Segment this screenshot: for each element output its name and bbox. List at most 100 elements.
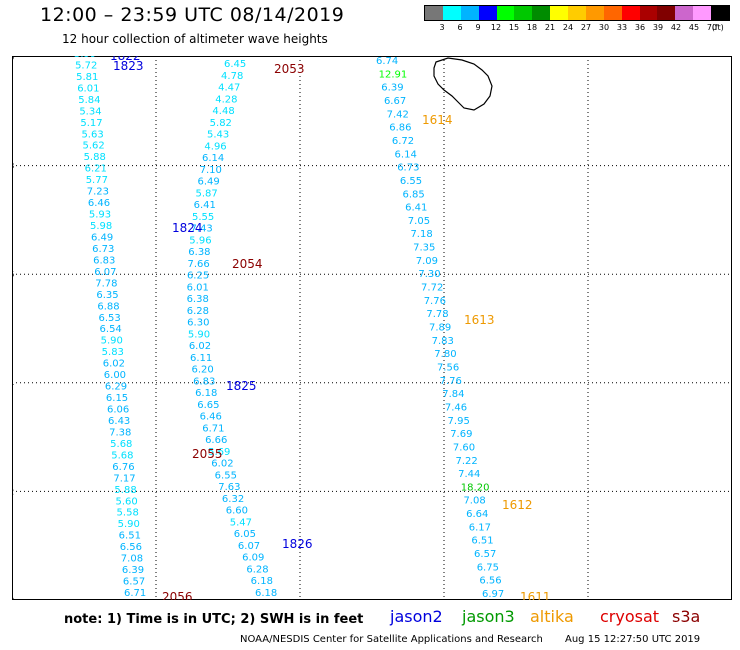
wave-height-label: 6.97 xyxy=(482,589,504,600)
orbit-label: 1611 xyxy=(520,590,551,600)
orbit-label: 1823 xyxy=(113,59,144,73)
wave-height-label: 5.88 xyxy=(84,152,106,163)
wave-height-label: 6.15 xyxy=(106,393,128,404)
wave-height-label: 6.29 xyxy=(105,382,127,393)
wave-height-label: 7.84 xyxy=(442,389,464,400)
wave-height-label: 6.65 xyxy=(197,400,219,411)
wave-height-label: 7.63 xyxy=(218,482,240,493)
wave-height-label: 6.38 xyxy=(187,294,209,305)
wave-height-label: 7.83 xyxy=(432,336,454,347)
orbit-label: 2053 xyxy=(274,62,305,76)
wave-height-label: 5.34 xyxy=(79,106,101,117)
wave-height-label: 7.72 xyxy=(421,283,443,294)
wave-height-label: 5.58 xyxy=(117,508,139,519)
wave-height-label: 6.73 xyxy=(397,163,419,174)
wave-height-label: 7.69 xyxy=(450,429,472,440)
wave-height-label: 6.02 xyxy=(211,459,233,470)
wave-height-label: 4.28 xyxy=(215,94,237,105)
orbit-label: 1613 xyxy=(464,313,495,327)
wave-height-label: 7.80 xyxy=(434,349,456,360)
latitude-label: 10 xyxy=(12,596,14,600)
color-swatch xyxy=(639,6,658,20)
wave-height-label: 5.90 xyxy=(188,329,210,340)
wave-height-label: 6.39 xyxy=(381,83,403,94)
wave-height-label: 6.14 xyxy=(395,149,417,160)
wave-height-label: 6.20 xyxy=(191,365,213,376)
wave-height-label: 6.71 xyxy=(202,423,224,434)
map-subtitle: 12 hour collection of altimeter wave hei… xyxy=(62,32,328,46)
wave-height-label: 6.06 xyxy=(107,405,129,416)
wave-height-label: 5.60 xyxy=(115,496,137,507)
color-swatch xyxy=(425,6,443,20)
wave-height-label: 6.43 xyxy=(108,416,130,427)
color-swatch xyxy=(460,6,479,20)
wave-height-label: 6.07 xyxy=(238,541,260,552)
color-scale-label: 36 xyxy=(634,23,646,32)
orbit-label: 1825 xyxy=(226,379,257,393)
orbit-label: 2056 xyxy=(162,590,193,600)
wave-height-label: 5.84 xyxy=(78,95,100,106)
wave-height-label: 6.05 xyxy=(234,529,256,540)
wave-height-label: 5.82 xyxy=(210,118,232,129)
color-swatch xyxy=(496,6,515,20)
wave-height-label: 7.10 xyxy=(200,165,222,176)
wave-height-label: 7.22 xyxy=(456,456,478,467)
wave-height-label: 5.62 xyxy=(83,141,105,152)
wave-height-label: 4.48 xyxy=(212,106,234,117)
map-frame xyxy=(12,56,732,600)
wave-height-label: 5.99 xyxy=(74,56,96,60)
wave-height-label: 7.42 xyxy=(387,109,409,120)
wave-height-label: 7.23 xyxy=(87,187,109,198)
wave-height-label: 7.76 xyxy=(440,376,462,387)
orbit-label: 1826 xyxy=(282,537,313,551)
color-scale-label: 15 xyxy=(508,23,520,32)
wave-height-label: 6.18 xyxy=(255,588,277,599)
wave-height-label: 6.72 xyxy=(392,136,414,147)
wave-height-label: 6.01 xyxy=(187,282,209,293)
wave-height-label: 6.76 xyxy=(112,462,134,473)
satellite-name: s3a xyxy=(672,607,701,626)
satellite-name: jason3 xyxy=(462,607,515,626)
color-scale-label: 3 xyxy=(439,23,445,32)
wave-height-label: 7.46 xyxy=(445,402,467,413)
wave-height-label: 5.63 xyxy=(81,129,103,140)
latitude-label: 16 xyxy=(12,270,14,279)
wave-height-label: 7.17 xyxy=(113,473,135,484)
wave-height-label: 7.44 xyxy=(458,469,480,480)
wave-height-label: 6.51 xyxy=(471,536,493,547)
generated-timestamp: Aug 15 12:27:50 UTC 2019 xyxy=(565,634,701,645)
wave-height-label: 6.83 xyxy=(93,255,115,266)
wave-height-label: 6.28 xyxy=(187,306,209,317)
wave-height-label: 6.38 xyxy=(188,247,210,258)
wave-height-label: 7.60 xyxy=(453,442,475,453)
color-scale-label: 18 xyxy=(526,23,538,32)
wave-height-label: 7.56 xyxy=(437,362,459,373)
color-scale-labels: 3 6 9 12 15 18 21 24 27 30 33 36 39 42 45 70 (ft) xyxy=(424,21,730,35)
wave-height-label: 5.69 xyxy=(208,447,230,458)
wave-height-label: 6.07 xyxy=(94,267,116,278)
color-scale-label: 30 xyxy=(598,23,610,32)
wave-height-label: 5.68 xyxy=(110,439,132,450)
wave-height-label: 6.46 xyxy=(88,198,110,209)
orbit-label: 1822 xyxy=(110,56,141,63)
wave-height-label: 6.53 xyxy=(98,313,120,324)
wave-height-label: 5.90 xyxy=(118,519,140,530)
wave-height-label: 5.17 xyxy=(80,118,102,129)
wave-height-label: 6.45 xyxy=(224,59,246,70)
wave-height-label: 6.83 xyxy=(193,376,215,387)
latitude-label: 18 xyxy=(12,162,14,171)
wave-height-label: 6.55 xyxy=(215,470,237,481)
color-scale-label: 9 xyxy=(475,23,481,32)
wave-height-label: 6.56 xyxy=(120,542,142,553)
wave-height-label: 5.83 xyxy=(102,347,124,358)
wave-height-label: 5.87 xyxy=(195,188,217,199)
orbit-label: 2054 xyxy=(232,257,263,271)
wave-height-label: 6.86 xyxy=(389,123,411,134)
wave-height-map: 201816141210-165-162-159-156-153-1505.99… xyxy=(12,56,732,600)
wave-height-label: 6.01 xyxy=(77,83,99,94)
latitude-label: 12 xyxy=(12,487,14,496)
wave-height-label: 6.25 xyxy=(187,271,209,282)
color-swatch xyxy=(514,6,533,20)
units-note: note: 1) Time is in UTC; 2) SWH is in fe… xyxy=(64,612,364,627)
color-swatch xyxy=(532,6,551,20)
